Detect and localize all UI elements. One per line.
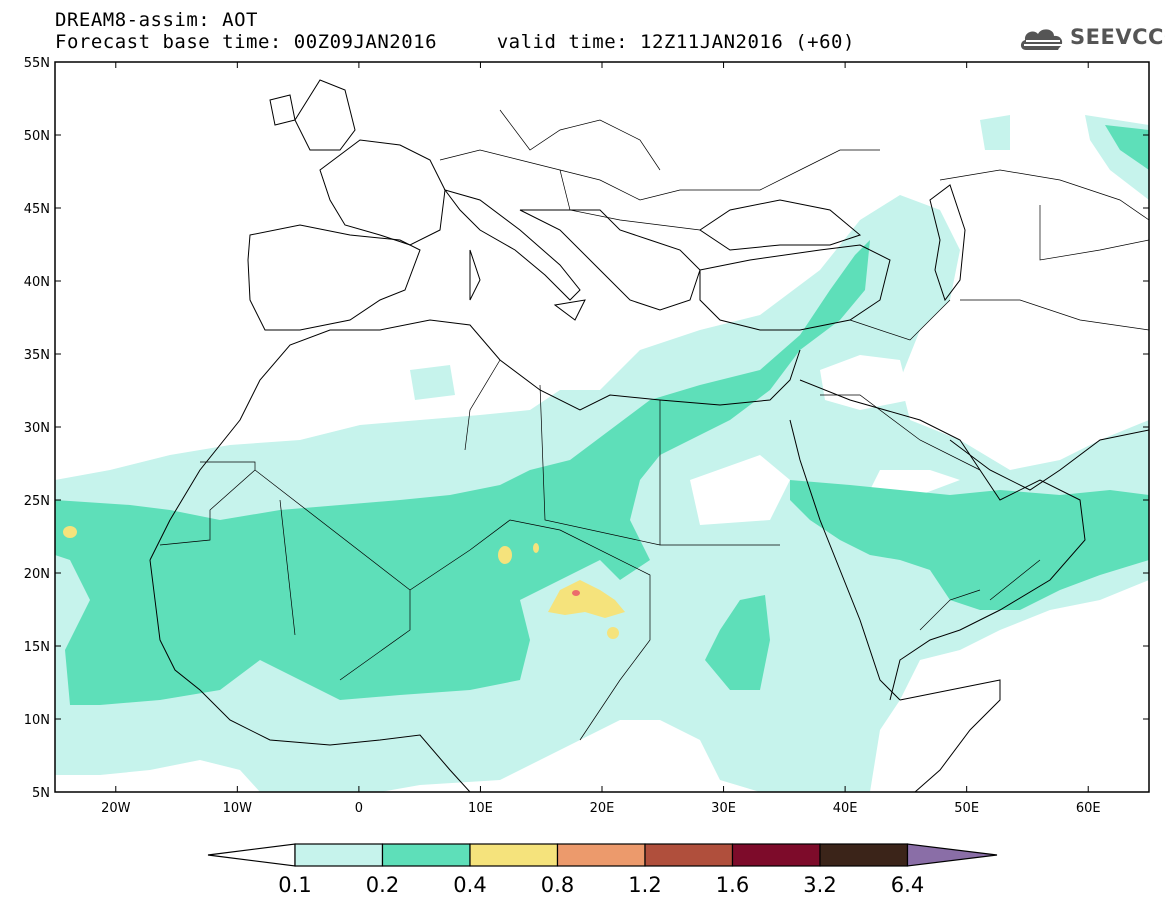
- aot-high-spot-3: [607, 627, 619, 639]
- aot-very-high-spot: [572, 590, 580, 596]
- lat-label: 20N: [24, 567, 50, 582]
- coast-balkans-greece: [519, 209, 701, 311]
- border-central-asia: [939, 169, 1149, 331]
- lon-label: 40E: [833, 801, 858, 816]
- lat-label: 5N: [32, 786, 50, 801]
- lon-label: 10W: [223, 801, 253, 816]
- colorbar-box: [294, 843, 384, 867]
- lat-label: 35N: [24, 348, 50, 363]
- lat-label: 30N: [24, 421, 50, 436]
- colorbar-value-label: 3.2: [803, 873, 836, 897]
- colorbar-box: [731, 843, 821, 867]
- colorbar-min-arrow: [207, 843, 296, 867]
- lon-label: 20E: [590, 801, 615, 816]
- coastlines: [149, 79, 1149, 792]
- aot-high-bodele: [548, 580, 625, 618]
- border-central-africa: [409, 359, 651, 741]
- coast-persian-gulf: [949, 429, 1149, 491]
- forecast-times: Forecast base time: 00Z09JAN2016 valid t…: [55, 31, 855, 53]
- lon-label: 60E: [1076, 801, 1101, 816]
- coast-red-sea-arabia: [789, 379, 1086, 701]
- border-egypt-libya: [539, 384, 780, 546]
- coast-italy: [443, 189, 586, 321]
- colorbar-value-label: 0.4: [453, 873, 486, 897]
- aot-fields: [55, 79, 1149, 792]
- graticule-ticks: [55, 61, 1149, 793]
- border-middle-east: [820, 299, 1041, 631]
- seevccc-logo: SEEVCCC: [1018, 22, 1165, 56]
- lat-label: 10N: [24, 713, 50, 728]
- lon-label: 20W: [101, 801, 131, 816]
- colorbar-value-label: 0.2: [366, 873, 399, 897]
- coast-iberia: [247, 224, 421, 331]
- longitude-labels: 20W 10W 0 10E 20E 30E 40E 50E 60E: [101, 801, 1101, 816]
- coast-caspian: [929, 184, 966, 302]
- colorbar-box: [644, 843, 734, 867]
- aot-high-spot-1: [498, 546, 512, 564]
- colorbar-max-arrow: [906, 843, 998, 867]
- lon-label: 0: [355, 801, 363, 816]
- chart-title: DREAM8-assim: AOT: [55, 9, 258, 31]
- colorbar-value-label: 1.2: [628, 873, 661, 897]
- latitude-labels: 55N 50N 45N 40N 35N 30N 25N 20N 15N 10N 5N: [24, 56, 50, 801]
- country-borders: [159, 109, 1149, 741]
- colorbar-box: [819, 843, 909, 867]
- lat-label: 45N: [24, 202, 50, 217]
- logo-text: SEEVCCC: [1070, 25, 1165, 49]
- coast-france: [319, 139, 446, 246]
- colorbar-value-label: 0.1: [278, 873, 311, 897]
- colorbar-box: [469, 843, 559, 867]
- cloud-icon: [1020, 29, 1063, 50]
- lon-label: 30E: [711, 801, 736, 816]
- lat-label: 40N: [24, 275, 50, 290]
- aot-high-spot-2: [533, 543, 539, 553]
- lat-label: 15N: [24, 640, 50, 655]
- lon-label: 50E: [954, 801, 979, 816]
- colorbar-value-label: 1.6: [716, 873, 749, 897]
- lat-label: 50N: [24, 129, 50, 144]
- lat-label: 55N: [24, 56, 50, 71]
- coast-north-africa: [149, 319, 801, 561]
- lon-label: 10E: [468, 801, 493, 816]
- coast-west-africa: [149, 559, 471, 792]
- colorbar-value-label: 6.4: [891, 873, 924, 897]
- aot-high-spot-4: [63, 526, 77, 538]
- colorbar-box: [381, 843, 471, 867]
- border-saharan: [159, 461, 411, 681]
- colorbar-labels: 0.1 0.2 0.4 0.8 1.2 1.6 3.2 6.4: [278, 873, 924, 897]
- aot-gap-2: [870, 470, 960, 495]
- colorbar-box: [556, 843, 646, 867]
- aot-plume-medium: [55, 240, 870, 705]
- aot-gap-1: [690, 455, 790, 525]
- coast-horn-of-africa: [899, 679, 1001, 792]
- lat-label: 25N: [24, 494, 50, 509]
- coast-turkey: [699, 244, 891, 331]
- border-europe: [439, 109, 880, 231]
- coast-british-isles: [269, 79, 356, 151]
- aot-plume-medium-arabia: [790, 480, 1149, 610]
- aot-plume-medium-east: [705, 125, 1149, 690]
- aot-gap-3: [820, 355, 910, 410]
- colorbar-value-label: 0.8: [541, 873, 574, 897]
- colorbar-boxes: [207, 843, 998, 867]
- coast-black-sea: [699, 199, 862, 251]
